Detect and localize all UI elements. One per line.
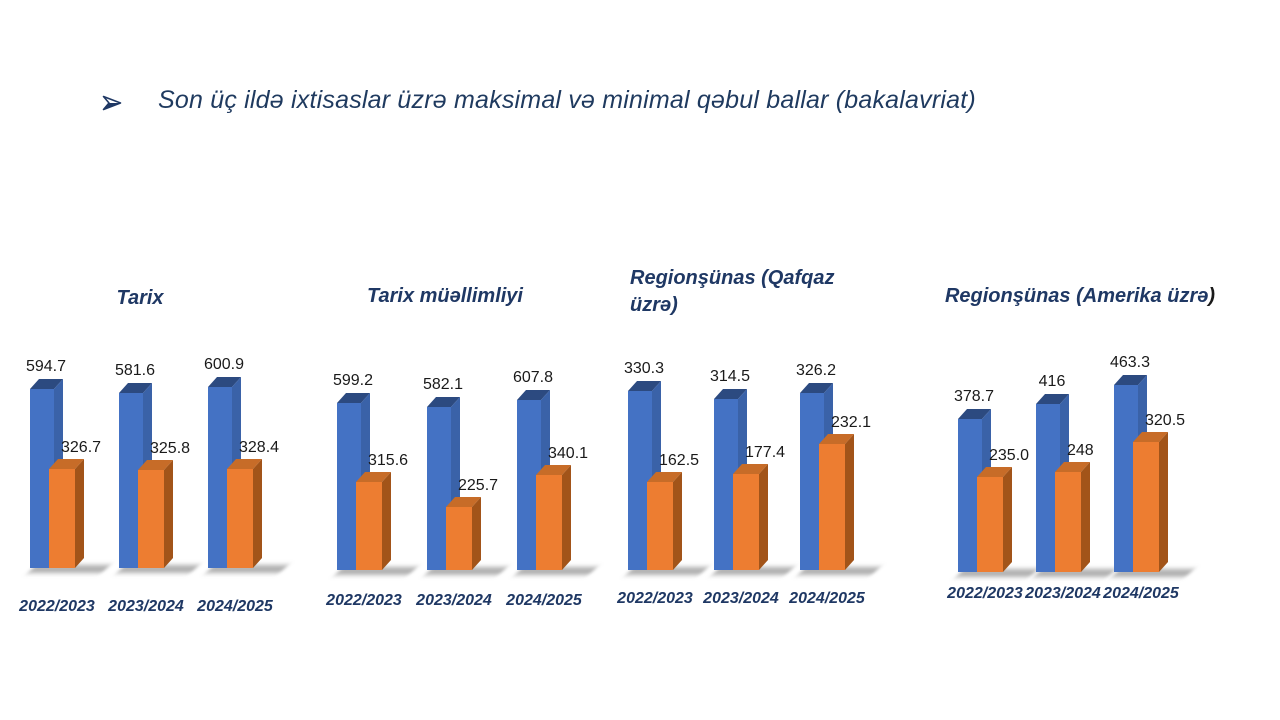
slide-title: Son üç ildə ixtisaslar üzrə maksimal və …	[158, 86, 976, 114]
arrowhead-bullet-icon	[101, 92, 123, 114]
min-bar	[819, 444, 845, 570]
max-value-label: 463.3	[1109, 354, 1151, 371]
bar-group-2024/2025: 600.9 328.4	[204, 255, 288, 573]
max-value-label: 607.8	[512, 369, 554, 386]
max-value-label: 594.7	[25, 358, 67, 375]
category-label: 2022/2023	[617, 590, 693, 607]
min-bar	[733, 474, 759, 570]
bar-group-2024/2025: 326.2 232.1	[796, 255, 880, 575]
min-value-label: 225.7	[458, 477, 499, 494]
chart-title-text: Regionşünas (Amerika üzrə	[944, 285, 1209, 307]
chart-title-text: Tarix müəllimliyi	[367, 285, 523, 307]
min-bar	[138, 470, 164, 568]
chart-title-text: Regionşünas (Qafqaz üzrə)	[630, 267, 835, 316]
bar-group-2023/2024: 581.6 325.8	[115, 255, 199, 573]
min-value-label: 315.6	[368, 452, 409, 469]
min-bar	[977, 477, 1003, 572]
bar-group-2022/2023: 594.7 326.7	[26, 255, 110, 573]
bar-group-2022/2023: 378.7 235.0	[954, 255, 1038, 577]
category-label: 2023/2024	[1025, 585, 1101, 602]
min-bar	[647, 482, 673, 570]
bar-group-2022/2023: 330.3 162.5	[624, 255, 708, 575]
min-value-label: 328.4	[239, 439, 280, 456]
max-value-label: 326.2	[795, 362, 837, 379]
chart-title: Tarix müəllimliyi	[315, 283, 575, 310]
category-label: 2023/2024	[108, 598, 184, 615]
category-label: 2022/2023	[19, 598, 95, 615]
min-value-label: 232.1	[831, 414, 872, 431]
category-label: 2024/2025	[1103, 585, 1179, 602]
min-bar	[356, 482, 382, 570]
bar-group-2023/2024: 582.1 225.7	[423, 255, 507, 575]
min-value-label: 235.0	[989, 447, 1030, 464]
bar-group-2023/2024: 314.5 177.4	[710, 255, 794, 575]
min-bar	[536, 475, 562, 570]
min-bar	[227, 469, 253, 568]
category-label: 2024/2025	[506, 592, 582, 609]
bar-group-2022/2023: 599.2 315.6	[333, 255, 417, 575]
chart-title: Regionşünas (Qafqaz üzrə)	[630, 265, 845, 319]
min-bar	[446, 507, 472, 570]
bar-group-2024/2025: 607.8 340.1	[513, 255, 597, 575]
min-value-label: 320.5	[1145, 412, 1186, 429]
chart-title: Tarix	[10, 285, 270, 312]
category-label: 2022/2023	[947, 585, 1023, 602]
min-value-label: 325.8	[150, 440, 191, 457]
chart-4: Regionşünas (Amerika üzrə) 378.7 235.0 2022…	[925, 255, 1237, 635]
chart-title-text: Tarix	[116, 287, 164, 309]
min-value-label: 340.1	[548, 445, 589, 462]
min-value-label: 177.4	[745, 444, 786, 461]
bar-group-2024/2025: 463.3 320.5	[1110, 255, 1194, 577]
min-bar	[1055, 472, 1081, 572]
min-value-label: 162.5	[659, 452, 700, 469]
category-label: 2022/2023	[326, 592, 402, 609]
category-label: 2024/2025	[789, 590, 865, 607]
category-label: 2023/2024	[703, 590, 779, 607]
chart-3: Regionşünas (Qafqaz üzrə) 330.3 162.5 2022/…	[617, 255, 932, 635]
min-value-label: 248	[1067, 442, 1094, 459]
max-value-label: 581.6	[114, 362, 156, 379]
chart-1: Tarix 594.7 326.7 2022/2023 581.6 325.8 2023/2…	[10, 255, 322, 635]
bar-group-2023/2024: 416 248	[1034, 255, 1116, 577]
max-value-label: 416	[1038, 373, 1066, 390]
max-value-label: 330.3	[623, 360, 665, 377]
max-value-label: 582.1	[422, 376, 464, 393]
min-bar	[1133, 442, 1159, 572]
chart-title-suffix: )	[1208, 285, 1216, 307]
category-label: 2023/2024	[416, 592, 492, 609]
min-bar	[49, 469, 75, 568]
max-value-label: 378.7	[953, 388, 995, 405]
category-label: 2024/2025	[197, 598, 273, 615]
chart-2: Tarix müəllimliyi 599.2 315.6 2022/2023 582.…	[315, 255, 627, 635]
chart-title: Regionşünas (Amerika üzrə)	[925, 283, 1235, 310]
max-value-label: 600.9	[203, 356, 245, 373]
max-value-label: 599.2	[332, 372, 374, 389]
min-value-label: 326.7	[61, 439, 102, 456]
max-value-label: 314.5	[709, 368, 751, 385]
